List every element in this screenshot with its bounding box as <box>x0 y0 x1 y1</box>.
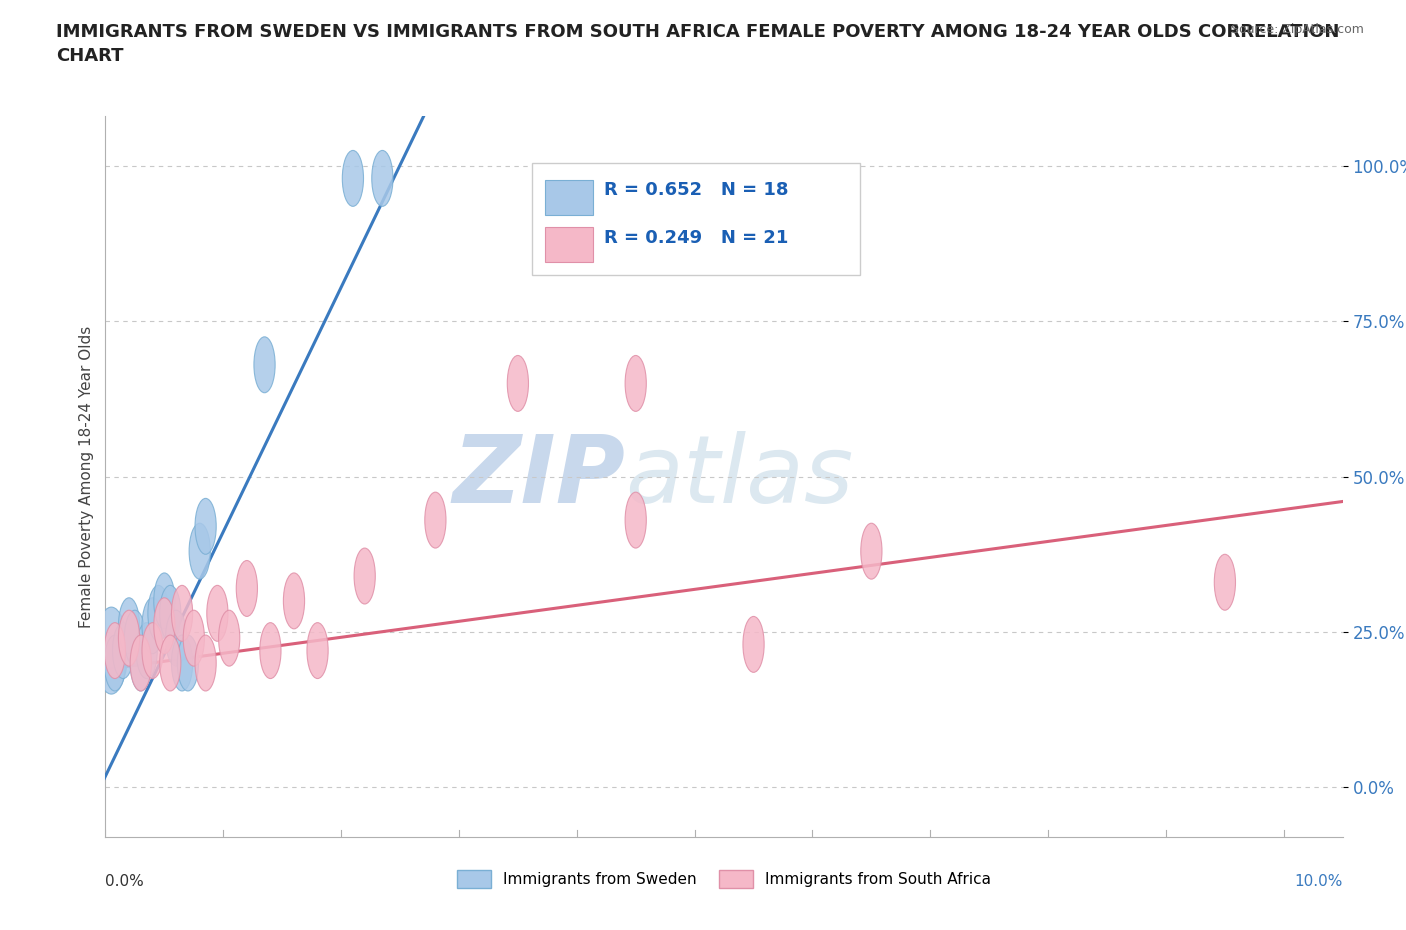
Ellipse shape <box>425 492 446 548</box>
Ellipse shape <box>190 524 211 579</box>
Text: 10.0%: 10.0% <box>1295 874 1343 889</box>
Ellipse shape <box>307 623 328 679</box>
Ellipse shape <box>153 598 174 654</box>
Ellipse shape <box>160 585 181 642</box>
Ellipse shape <box>354 548 375 604</box>
Ellipse shape <box>112 623 134 679</box>
Ellipse shape <box>172 585 193 642</box>
Ellipse shape <box>104 623 125 679</box>
Ellipse shape <box>183 610 204 666</box>
Ellipse shape <box>195 635 217 691</box>
Legend: Immigrants from Sweden, Immigrants from South Africa: Immigrants from Sweden, Immigrants from … <box>451 864 997 895</box>
Ellipse shape <box>142 598 163 654</box>
Ellipse shape <box>148 585 169 642</box>
Ellipse shape <box>626 492 647 548</box>
Ellipse shape <box>131 635 152 691</box>
Text: R = 0.652   N = 18: R = 0.652 N = 18 <box>605 181 789 199</box>
Ellipse shape <box>1215 554 1236 610</box>
Ellipse shape <box>131 635 152 691</box>
Ellipse shape <box>218 610 240 666</box>
Ellipse shape <box>124 610 145 666</box>
Ellipse shape <box>508 355 529 411</box>
Ellipse shape <box>742 617 763 672</box>
Ellipse shape <box>195 498 217 554</box>
Text: 0.0%: 0.0% <box>105 874 145 889</box>
Ellipse shape <box>118 610 139 666</box>
Ellipse shape <box>254 337 276 392</box>
Ellipse shape <box>284 573 305 629</box>
Ellipse shape <box>166 610 187 666</box>
Text: Source: ZipAtlas.com: Source: ZipAtlas.com <box>1230 23 1364 36</box>
Ellipse shape <box>118 598 139 654</box>
FancyBboxPatch shape <box>544 179 593 215</box>
Text: IMMIGRANTS FROM SWEDEN VS IMMIGRANTS FROM SOUTH AFRICA FEMALE POVERTY AMONG 18-2: IMMIGRANTS FROM SWEDEN VS IMMIGRANTS FRO… <box>56 23 1340 65</box>
Text: atlas: atlas <box>626 432 853 522</box>
Ellipse shape <box>371 151 392 206</box>
Ellipse shape <box>860 524 882 579</box>
Ellipse shape <box>177 635 198 691</box>
Ellipse shape <box>236 561 257 617</box>
Text: R = 0.249   N = 21: R = 0.249 N = 21 <box>605 230 789 247</box>
FancyBboxPatch shape <box>533 163 860 275</box>
Y-axis label: Female Poverty Among 18-24 Year Olds: Female Poverty Among 18-24 Year Olds <box>79 326 94 628</box>
Ellipse shape <box>94 607 128 694</box>
Ellipse shape <box>142 623 163 679</box>
Ellipse shape <box>153 573 174 629</box>
FancyBboxPatch shape <box>544 227 593 262</box>
Text: ZIP: ZIP <box>453 431 626 523</box>
Ellipse shape <box>626 355 647 411</box>
Ellipse shape <box>342 151 364 206</box>
Ellipse shape <box>104 635 125 691</box>
Ellipse shape <box>207 585 228 642</box>
Ellipse shape <box>136 623 157 679</box>
Ellipse shape <box>172 635 193 691</box>
Ellipse shape <box>260 623 281 679</box>
Ellipse shape <box>160 635 181 691</box>
